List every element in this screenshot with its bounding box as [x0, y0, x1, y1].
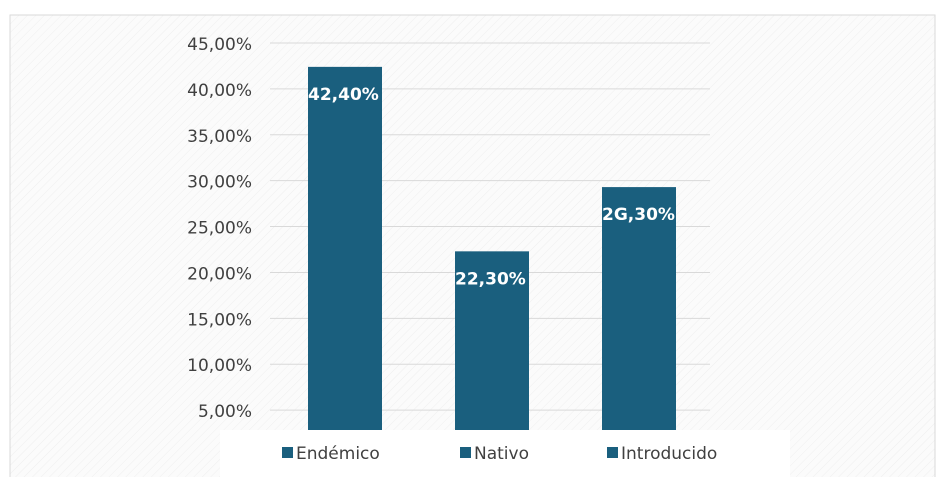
y-tick-label: 45,00% [187, 35, 252, 55]
bar [455, 251, 529, 456]
y-tick-label: 25,00% [187, 219, 252, 239]
data-label: 2G,30% [602, 205, 675, 225]
legend-swatch [282, 447, 293, 458]
y-tick-label: 15,00% [187, 310, 252, 330]
legend-label: Endémico [296, 444, 380, 464]
legend-swatch [607, 447, 618, 458]
data-label: 42,40% [308, 85, 379, 105]
y-tick-label: 30,00% [187, 173, 252, 193]
y-tick-label: 10,00% [187, 356, 252, 376]
legend-label: Nativo [474, 444, 529, 464]
legend-swatch [460, 447, 471, 458]
y-tick-label: 35,00% [187, 127, 252, 147]
legend-box [220, 430, 790, 477]
legend-label: Introducido [621, 444, 717, 464]
bar [308, 66, 382, 457]
bar [602, 187, 676, 456]
y-tick-label: 20,00% [187, 264, 252, 284]
y-tick-label: 5,00% [198, 402, 252, 422]
y-tick-label: 40,00% [187, 81, 252, 101]
data-label: 22,30% [455, 269, 526, 289]
